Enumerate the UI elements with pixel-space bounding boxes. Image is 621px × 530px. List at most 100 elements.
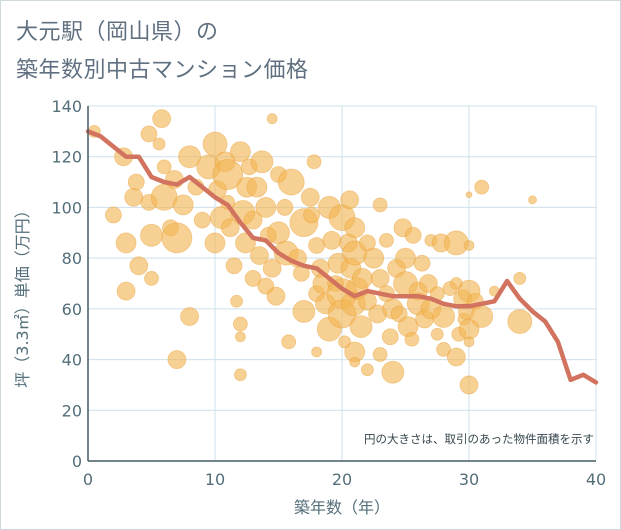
transaction-bubble (363, 247, 385, 269)
transaction-bubble (277, 168, 305, 196)
transaction-bubble (360, 363, 374, 377)
transaction-bubble (465, 191, 473, 199)
transaction-bubble (233, 368, 247, 382)
x-tick-label: 40 (586, 470, 606, 489)
transaction-bubble (255, 197, 277, 218)
transaction-bubble (167, 350, 187, 369)
x-tick-label: 20 (332, 470, 352, 489)
transaction-bubble (204, 232, 226, 254)
transaction-bubble (340, 190, 360, 210)
transaction-bubble (140, 223, 163, 247)
transaction-bubble (370, 269, 390, 288)
transaction-bubble (351, 268, 373, 289)
transaction-bubble (300, 187, 320, 207)
transaction-bubble (459, 375, 479, 395)
transaction-bubble (267, 221, 290, 245)
transaction-bubble (180, 307, 200, 326)
y-tick-label: 80 (62, 249, 82, 268)
transaction-bubble (127, 173, 145, 191)
transaction-bubble (381, 328, 399, 346)
transaction-bubble (124, 187, 144, 207)
transaction-bubble (413, 254, 431, 272)
transaction-bubble (129, 256, 149, 276)
transaction-bubble (250, 150, 274, 174)
transaction-bubble (243, 210, 263, 230)
transaction-bubble (140, 125, 158, 143)
transaction-bubble (116, 281, 136, 301)
transaction-bubble (430, 327, 444, 341)
transaction-bubble (172, 194, 194, 216)
transaction-bubble (349, 315, 373, 339)
transaction-bubble (144, 271, 159, 286)
transaction-bubble (507, 309, 533, 334)
transaction-bubble (395, 247, 416, 269)
transaction-bubble (230, 294, 243, 308)
transaction-bubble (281, 334, 297, 350)
transaction-bubble (474, 179, 490, 195)
transaction-bubble (436, 342, 452, 357)
transaction-bubble (161, 222, 193, 254)
transaction-bubble (276, 199, 294, 216)
transaction-bubble (372, 347, 388, 362)
transaction-bubble (212, 159, 244, 190)
y-tick-label: 0 (72, 452, 82, 471)
transaction-bubble (463, 336, 475, 348)
transaction-bubble (404, 226, 422, 244)
y-tick-label: 40 (62, 351, 82, 370)
transaction-bubble (306, 154, 322, 170)
y-tick-label: 120 (51, 148, 82, 167)
transaction-bubble (266, 113, 278, 125)
transaction-bubble (193, 211, 211, 229)
transaction-bubble (528, 195, 537, 205)
y-tick-label: 140 (51, 97, 82, 116)
x-axis-label: 築年数（年） (294, 498, 390, 517)
transaction-bubble (244, 270, 262, 287)
transaction-bubble (381, 360, 405, 384)
transaction-bubble (266, 286, 286, 306)
x-tick-label: 0 (83, 470, 93, 489)
y-axis-ticks: 0 20 40 60 80 100 120 140 (51, 97, 82, 471)
transaction-bubble (292, 299, 316, 323)
transaction-bubble (322, 230, 342, 250)
transaction-bubble (232, 316, 248, 332)
y-tick-label: 60 (62, 300, 82, 319)
transaction-bubble (303, 206, 320, 224)
transaction-bubble (308, 237, 326, 254)
x-tick-label: 30 (459, 470, 479, 489)
transaction-bubble (446, 347, 466, 367)
transaction-bubble (152, 109, 172, 129)
transaction-bubble (379, 232, 394, 248)
axes (87, 106, 596, 462)
transaction-bubble (262, 258, 282, 278)
transaction-bubble (311, 346, 323, 358)
y-tick-label: 100 (51, 198, 82, 217)
average-price-series-line (85, 129, 599, 385)
transaction-bubble (152, 137, 166, 151)
y-axis-label: 坪（3.3㎡）単価（万円） (13, 202, 32, 387)
y-tick-label: 20 (62, 401, 82, 420)
chart-title-line-1: 大元駅（岡山県）の (16, 20, 219, 45)
x-axis-ticks: 0 10 20 30 40 (83, 470, 606, 489)
transaction-bubble (349, 356, 361, 368)
transaction-bubble (463, 240, 475, 251)
transaction-bubble (250, 246, 269, 266)
transaction-bubble (178, 145, 202, 169)
transaction-bubble (470, 305, 494, 328)
average-price-line (85, 129, 599, 385)
transaction-bubble (225, 257, 243, 275)
transaction-bubble (404, 331, 420, 347)
transaction-bubble (513, 272, 527, 285)
bubble-size-note: 円の大きさは、取引のあった物件面積を示す (364, 432, 594, 446)
transaction-bubble (246, 176, 268, 198)
transaction-bubble (156, 159, 172, 175)
transaction-bubble (344, 217, 366, 239)
transaction-bubble (372, 197, 388, 213)
transaction-bubbles (87, 109, 537, 395)
x-tick-label: 10 (205, 470, 225, 489)
transaction-bubble (115, 232, 137, 254)
transaction-bubble (432, 305, 456, 328)
transaction-bubble (229, 141, 251, 163)
transaction-bubble (220, 218, 240, 238)
transaction-bubble (105, 206, 122, 224)
